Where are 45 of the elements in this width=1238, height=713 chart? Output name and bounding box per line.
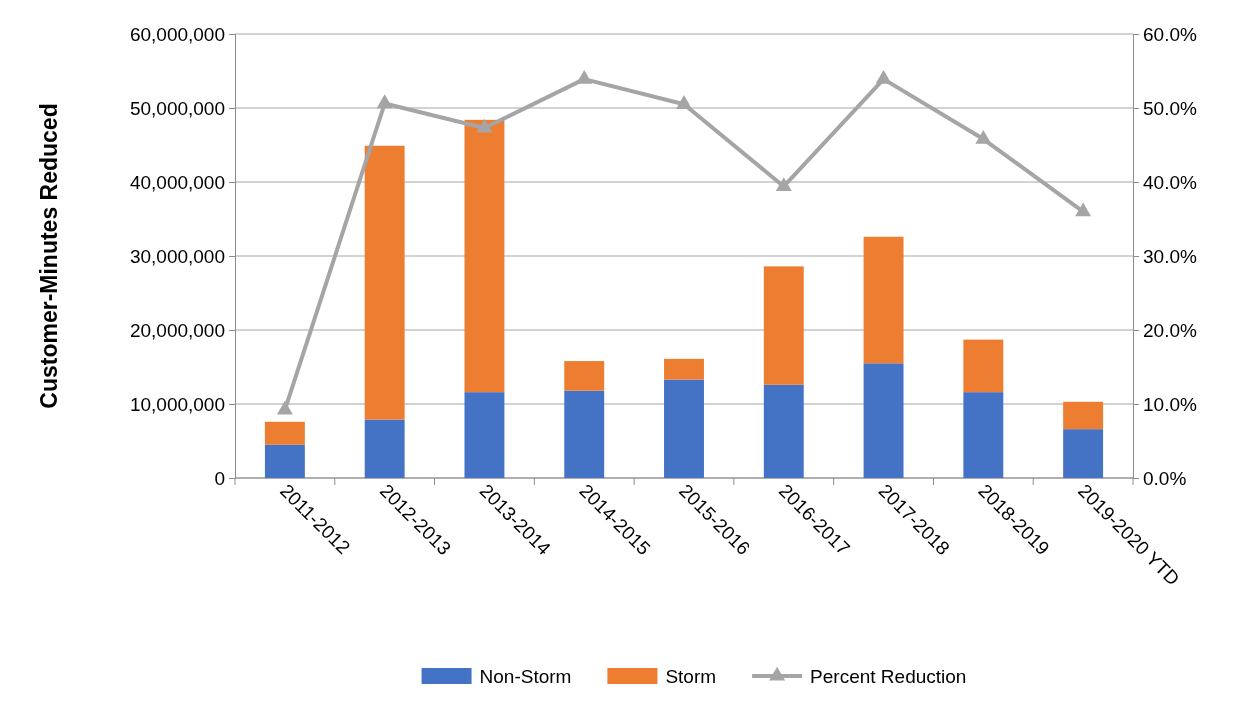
bar (763, 266, 804, 385)
point (875, 69, 892, 84)
bar (564, 390, 605, 478)
bar (763, 384, 804, 478)
bar (364, 419, 405, 478)
legend-label: Percent Reduction (810, 666, 967, 687)
point (376, 94, 393, 109)
bar (564, 361, 605, 391)
bar (264, 421, 305, 445)
y-tick-label: 0 (214, 467, 225, 489)
y-tick-label: 60,000,000 (129, 23, 225, 45)
point (676, 95, 692, 109)
bar (364, 145, 405, 420)
bar (963, 339, 1004, 393)
y2-tick-label: 40.0% (1143, 171, 1197, 193)
y-tick-label: 50,000,000 (129, 97, 225, 119)
bar (464, 392, 505, 478)
y2-tick-label: 30.0% (1143, 245, 1197, 267)
legend-label: Non-Storm (479, 666, 572, 687)
point (576, 69, 593, 84)
y2-tick-label: 50.0% (1143, 97, 1197, 119)
y2-tick-label: 0.0% (1143, 467, 1187, 489)
bar (1063, 401, 1104, 430)
bar (1063, 429, 1104, 478)
legend-label: Storm (665, 666, 717, 687)
bar (664, 358, 704, 380)
bar (464, 119, 505, 393)
point (276, 400, 293, 415)
point (1075, 202, 1092, 217)
y2-tick-label: 10.0% (1143, 393, 1197, 415)
point (476, 118, 493, 133)
bar (863, 236, 904, 364)
y2-tick-label: 20.0% (1143, 319, 1197, 341)
bar (264, 444, 305, 478)
y-tick-label: 30,000,000 (129, 245, 225, 267)
point (975, 129, 992, 144)
y-tick-label: 40,000,000 (129, 171, 225, 193)
bar (664, 379, 704, 478)
y2-tick-label: 60.0% (1143, 23, 1197, 45)
point (775, 177, 792, 192)
y-axis-title: Customer-Minutes Reduced (36, 103, 62, 409)
y-tick-label: 10,000,000 (129, 393, 225, 415)
bar (863, 363, 904, 478)
bar (963, 392, 1004, 478)
y-tick-label: 20,000,000 (129, 319, 225, 341)
